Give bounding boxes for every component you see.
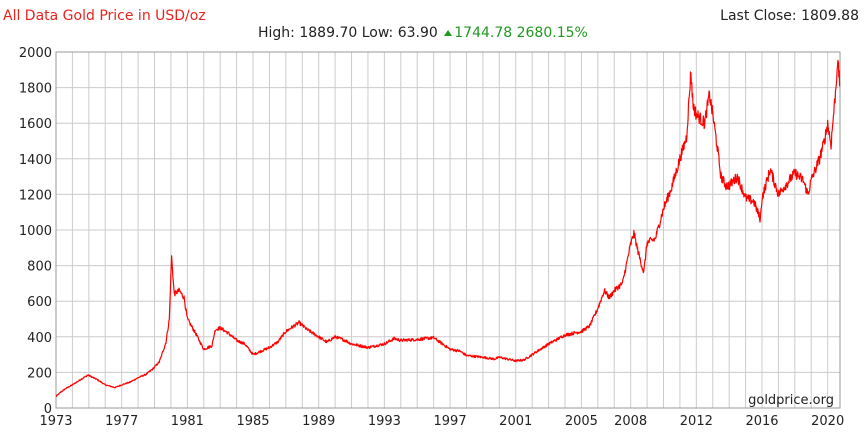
series-line [55,59,841,397]
plot-frame [55,51,841,409]
last-close-label: Last Close: [720,8,797,24]
x-tick-label: 1981 [171,414,204,429]
x-tick-label: 2016 [745,414,778,429]
x-tick-label: 2012 [680,414,713,429]
x-tick-labels: 1973 1977 1981 1985 1989 1993 1997 2001 2005 2008… [39,414,844,429]
low-value: 63.90 [397,25,438,41]
last-close-value: 1809.88 [801,8,859,24]
watermark: goldprice.org [748,393,834,408]
chart-grid [55,51,840,409]
high-label: High: [258,25,295,41]
y-tick-label: 1800 [19,82,52,97]
y-tick-label: 0 [44,402,52,417]
x-tick-label: 1993 [368,414,401,429]
y-tick-label: 1400 [19,153,52,168]
y-tick-label: 600 [27,295,52,310]
last-close: Last Close: 1809.88 [720,8,859,24]
high-value: 1889.70 [299,25,358,41]
chart-title: All Data Gold Price in USD/oz [3,8,206,24]
x-tick-label: 2005 [565,414,598,429]
y-tick-label: 2000 [19,46,52,61]
change-value: 1744.78 [454,25,513,41]
y-tick-label: 1000 [19,224,52,239]
y-tick-label: 200 [27,366,52,381]
y-tick-label: 1600 [19,117,52,132]
x-tick-label: 2008 [614,414,647,429]
x-tick-label: 1973 [39,414,72,429]
y-tick-labels: 0 200 400 600 800 1000 1200 1400 1600 1800 2000 [19,46,52,417]
up-arrow-icon [444,29,453,36]
y-tick-label: 800 [27,260,52,275]
y-tick-label: 400 [27,331,52,346]
series-layer [55,59,841,397]
x-tick-label: 1989 [302,414,335,429]
x-tick-label: 2020 [811,414,844,429]
y-tick-label: 1200 [19,188,52,203]
x-tick-label: 1985 [236,414,269,429]
price-stats: High: 1889.70 Low: 63.90 1744.78 2680.15… [258,25,588,41]
low-label: Low: [361,25,394,41]
x-tick-label: 1997 [434,414,467,429]
x-tick-label: 2001 [499,414,532,429]
change-percent: 2680.15% [516,25,588,41]
x-tick-label: 1977 [105,414,138,429]
